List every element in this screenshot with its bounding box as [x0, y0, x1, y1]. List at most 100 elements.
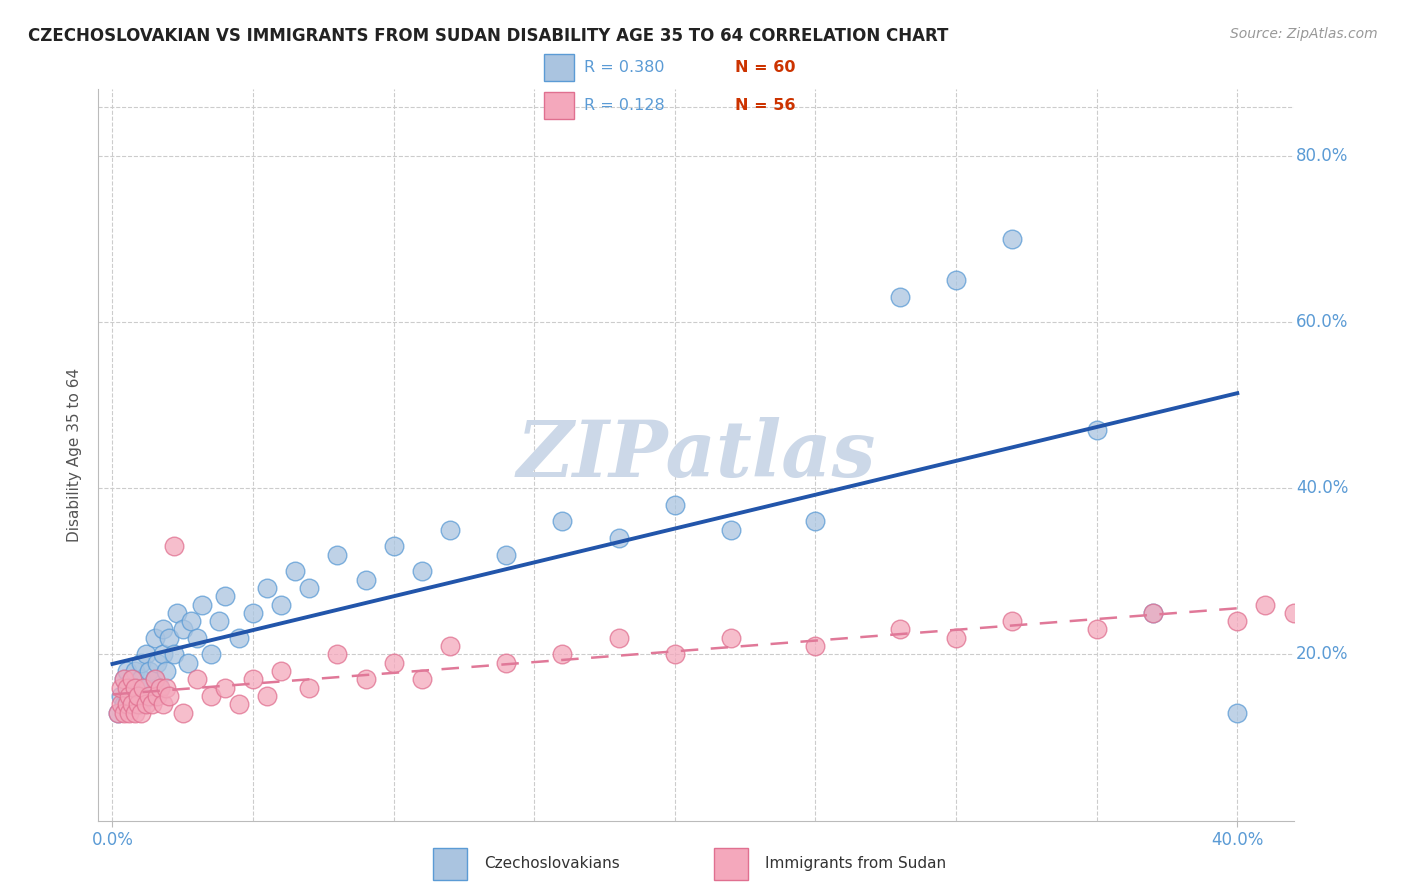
Point	[132, 681, 155, 695]
Text: R = 0.128: R = 0.128	[583, 98, 665, 113]
Point	[155, 664, 177, 678]
Point	[166, 606, 188, 620]
Point	[186, 673, 208, 687]
Point	[889, 290, 911, 304]
Text: ZIPatlas: ZIPatlas	[516, 417, 876, 493]
Point	[945, 273, 967, 287]
Point	[208, 614, 231, 628]
Point	[1001, 232, 1024, 246]
Text: Czechoslovakians: Czechoslovakians	[484, 855, 620, 871]
Point	[157, 631, 180, 645]
Point	[135, 648, 157, 662]
Point	[191, 598, 214, 612]
Point	[551, 648, 574, 662]
Point	[180, 614, 202, 628]
Point	[1254, 598, 1277, 612]
Point	[354, 573, 377, 587]
Point	[945, 631, 967, 645]
Point	[118, 681, 141, 695]
Point	[1142, 606, 1164, 620]
Point	[1085, 423, 1108, 437]
Bar	[714, 848, 748, 880]
Point	[141, 689, 163, 703]
Point	[112, 698, 135, 712]
Point	[439, 523, 461, 537]
Point	[112, 673, 135, 687]
Point	[138, 689, 160, 703]
Point	[1226, 614, 1249, 628]
Text: N = 60: N = 60	[735, 60, 796, 75]
Point	[172, 706, 194, 720]
Point	[118, 706, 141, 720]
Point	[141, 698, 163, 712]
Point	[354, 673, 377, 687]
Text: CZECHOSLOVAKIAN VS IMMIGRANTS FROM SUDAN DISABILITY AGE 35 TO 64 CORRELATION CHA: CZECHOSLOVAKIAN VS IMMIGRANTS FROM SUDAN…	[28, 27, 949, 45]
Point	[124, 664, 146, 678]
Bar	[544, 92, 575, 120]
Text: 60.0%: 60.0%	[1296, 313, 1348, 331]
Point	[121, 673, 143, 687]
Point	[129, 698, 152, 712]
Point	[163, 648, 186, 662]
Point	[382, 539, 405, 553]
Point	[107, 706, 129, 720]
Point	[152, 623, 174, 637]
Point	[127, 698, 149, 712]
Point	[110, 681, 132, 695]
Point	[889, 623, 911, 637]
Y-axis label: Disability Age 35 to 64: Disability Age 35 to 64	[67, 368, 83, 542]
Point	[143, 631, 166, 645]
Point	[228, 698, 250, 712]
Point	[200, 689, 222, 703]
Bar	[433, 848, 467, 880]
Point	[270, 598, 292, 612]
Point	[107, 706, 129, 720]
Point	[298, 581, 321, 595]
Point	[326, 648, 349, 662]
Point	[146, 656, 169, 670]
Point	[177, 656, 200, 670]
Point	[149, 681, 172, 695]
Point	[607, 631, 630, 645]
Point	[214, 681, 236, 695]
Point	[495, 656, 517, 670]
Point	[129, 673, 152, 687]
Point	[149, 681, 172, 695]
Point	[439, 639, 461, 653]
Point	[298, 681, 321, 695]
Point	[186, 631, 208, 645]
Point	[1282, 606, 1305, 620]
Point	[664, 648, 686, 662]
Point	[157, 689, 180, 703]
Point	[1085, 623, 1108, 637]
Point	[284, 564, 307, 578]
Point	[152, 648, 174, 662]
Point	[270, 664, 292, 678]
Point	[495, 548, 517, 562]
Point	[138, 664, 160, 678]
Point	[200, 648, 222, 662]
Point	[124, 681, 146, 695]
Point	[152, 698, 174, 712]
Point	[115, 698, 138, 712]
Point	[135, 681, 157, 695]
Point	[1226, 706, 1249, 720]
Point	[155, 681, 177, 695]
Point	[214, 589, 236, 603]
Point	[1001, 614, 1024, 628]
Point	[110, 689, 132, 703]
Point	[411, 564, 433, 578]
Point	[411, 673, 433, 687]
Point	[127, 689, 149, 703]
Point	[118, 689, 141, 703]
Point	[1310, 589, 1333, 603]
Point	[124, 706, 146, 720]
Point	[121, 698, 143, 712]
Point	[256, 689, 278, 703]
Text: 40.0%: 40.0%	[1296, 479, 1348, 497]
Point	[804, 515, 827, 529]
Text: Source: ZipAtlas.com: Source: ZipAtlas.com	[1230, 27, 1378, 41]
Text: N = 56: N = 56	[735, 98, 796, 113]
Bar	[544, 54, 575, 81]
Point	[382, 656, 405, 670]
